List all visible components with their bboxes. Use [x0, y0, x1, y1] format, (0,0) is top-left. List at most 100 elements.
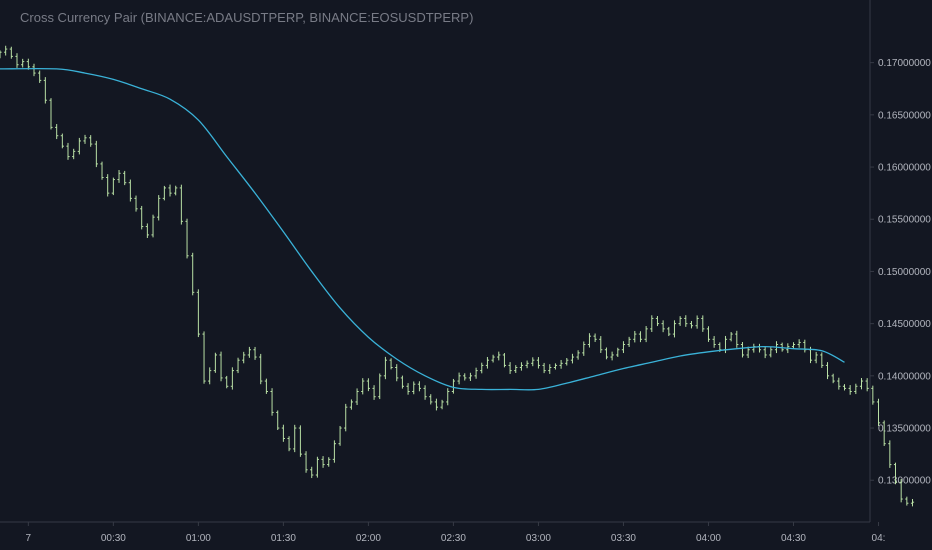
ohlc-bar: [270, 388, 274, 416]
ohlc-bar: [100, 161, 104, 180]
ohlc-bar: [746, 346, 750, 359]
ohlc-bar: [814, 351, 818, 364]
ohlc-bar: [899, 479, 903, 503]
y-tick-label: 0.14500000: [878, 319, 931, 330]
ohlc-bar: [905, 496, 909, 506]
ohlc-bar: [247, 346, 251, 358]
ohlc-bar: [463, 373, 467, 381]
ohlc-bar: [871, 385, 875, 405]
ohlc-bar: [457, 372, 461, 385]
ohlc-bar: [848, 385, 852, 395]
x-tick-label: 04:00: [696, 533, 721, 544]
ohlc-bar: [491, 354, 495, 363]
x-tick-label: 00:30: [101, 533, 126, 544]
ohlc-bar: [191, 252, 195, 296]
ohlc-bar: [162, 185, 166, 201]
ohlc-bar: [650, 315, 654, 332]
ohlc-bar: [366, 378, 371, 392]
ohlc-bar: [140, 205, 144, 230]
moving-average-line: [0, 67, 845, 391]
ohlc-bar: [701, 315, 705, 332]
ohlc-bar: [355, 388, 359, 406]
ohlc-bar: [769, 347, 773, 358]
ohlc-bar: [83, 134, 87, 144]
ohlc-bar: [893, 462, 898, 485]
ohlc-bar: [66, 142, 70, 160]
ohlc-bar: [797, 339, 801, 348]
y-tick-label: 0.15500000: [878, 215, 931, 226]
ohlc-bar: [644, 326, 648, 343]
ohlc-bar: [412, 381, 416, 395]
ohlc-bar: [672, 320, 677, 338]
ohlc-bar: [684, 315, 688, 327]
ohlc-bar: [417, 381, 422, 392]
ohlc-bar: [213, 352, 217, 373]
ohlc-bar: [519, 362, 524, 371]
ohlc-bar: [837, 377, 841, 390]
y-tick-label: 0.16500000: [878, 110, 931, 121]
ohlc-bar: [553, 363, 558, 370]
ohlc-bar: [689, 320, 694, 329]
ohlc-bar: [525, 360, 529, 369]
x-tick-label: 7: [26, 533, 32, 544]
ohlc-bar: [429, 394, 433, 405]
ohlc-bar: [451, 378, 456, 394]
ohlc-bar: [627, 336, 631, 347]
ohlc-bar: [395, 364, 399, 382]
ohlc-bar: [570, 353, 575, 364]
ohlc-bar: [440, 399, 444, 410]
ohlc-bar: [264, 378, 268, 394]
ohlc-bar: [225, 375, 229, 389]
ohlc-bar: [593, 333, 597, 342]
ohlc-bar: [655, 315, 660, 327]
ohlc-bar: [157, 195, 161, 221]
ohlc-bar: [321, 456, 325, 468]
ohlc-bar: [791, 342, 796, 349]
ohlc-bar: [468, 372, 473, 381]
y-tick-label: 0.13000000: [878, 476, 931, 487]
ohlc-bar: [400, 375, 405, 389]
ohlc-bar: [882, 420, 886, 447]
ohlc-bar: [763, 346, 767, 359]
ohlc-bar: [423, 385, 427, 400]
ohlc-bar: [202, 331, 206, 384]
ohlc-bar: [304, 451, 308, 473]
y-tick-label: 0.13500000: [878, 424, 931, 435]
ohlc-bar: [446, 388, 450, 406]
x-tick-label: 03:00: [526, 533, 551, 544]
chart-title: Cross Currency Pair (BINANCE:ADAUSDTPERP…: [20, 10, 474, 25]
ohlc-bar: [508, 362, 512, 374]
y-tick-label: 0.16000000: [878, 163, 931, 174]
ohlc-bar: [712, 336, 716, 348]
ohlc-bar: [372, 385, 376, 400]
y-tick-label: 0.14000000: [878, 371, 931, 382]
ohlc-bar: [474, 367, 478, 379]
ohlc-bar: [77, 137, 81, 155]
ohlc-bar: [729, 332, 733, 342]
y-tick-label: 0.15000000: [878, 267, 931, 278]
ohlc-bar: [32, 63, 36, 77]
ohlc-bar: [825, 362, 830, 380]
ohlc-bar: [128, 179, 132, 202]
ohlc-bar: [610, 351, 614, 361]
ohlc-bar: [315, 456, 319, 478]
ohlc-bar: [854, 383, 858, 395]
ohlc-bar: [293, 424, 297, 453]
ohlc-bar: [378, 373, 382, 400]
ohlc-bar: [145, 223, 149, 239]
ohlc-bar: [4, 45, 8, 56]
ohlc-bar: [55, 124, 59, 140]
ohlc-bar: [287, 436, 291, 452]
ohlc-bar: [276, 410, 280, 430]
ohlc-bar: [15, 53, 19, 68]
ohlc-bar: [26, 58, 30, 70]
ohlc-bar: [502, 353, 507, 368]
ohlc-bar: [0, 50, 2, 59]
ohlc-bar: [859, 378, 864, 390]
ohlc-bar: [661, 320, 665, 333]
ohlc-bar: [542, 362, 546, 374]
ohlc-bar: [831, 373, 835, 384]
ohlc-bar: [117, 169, 121, 183]
